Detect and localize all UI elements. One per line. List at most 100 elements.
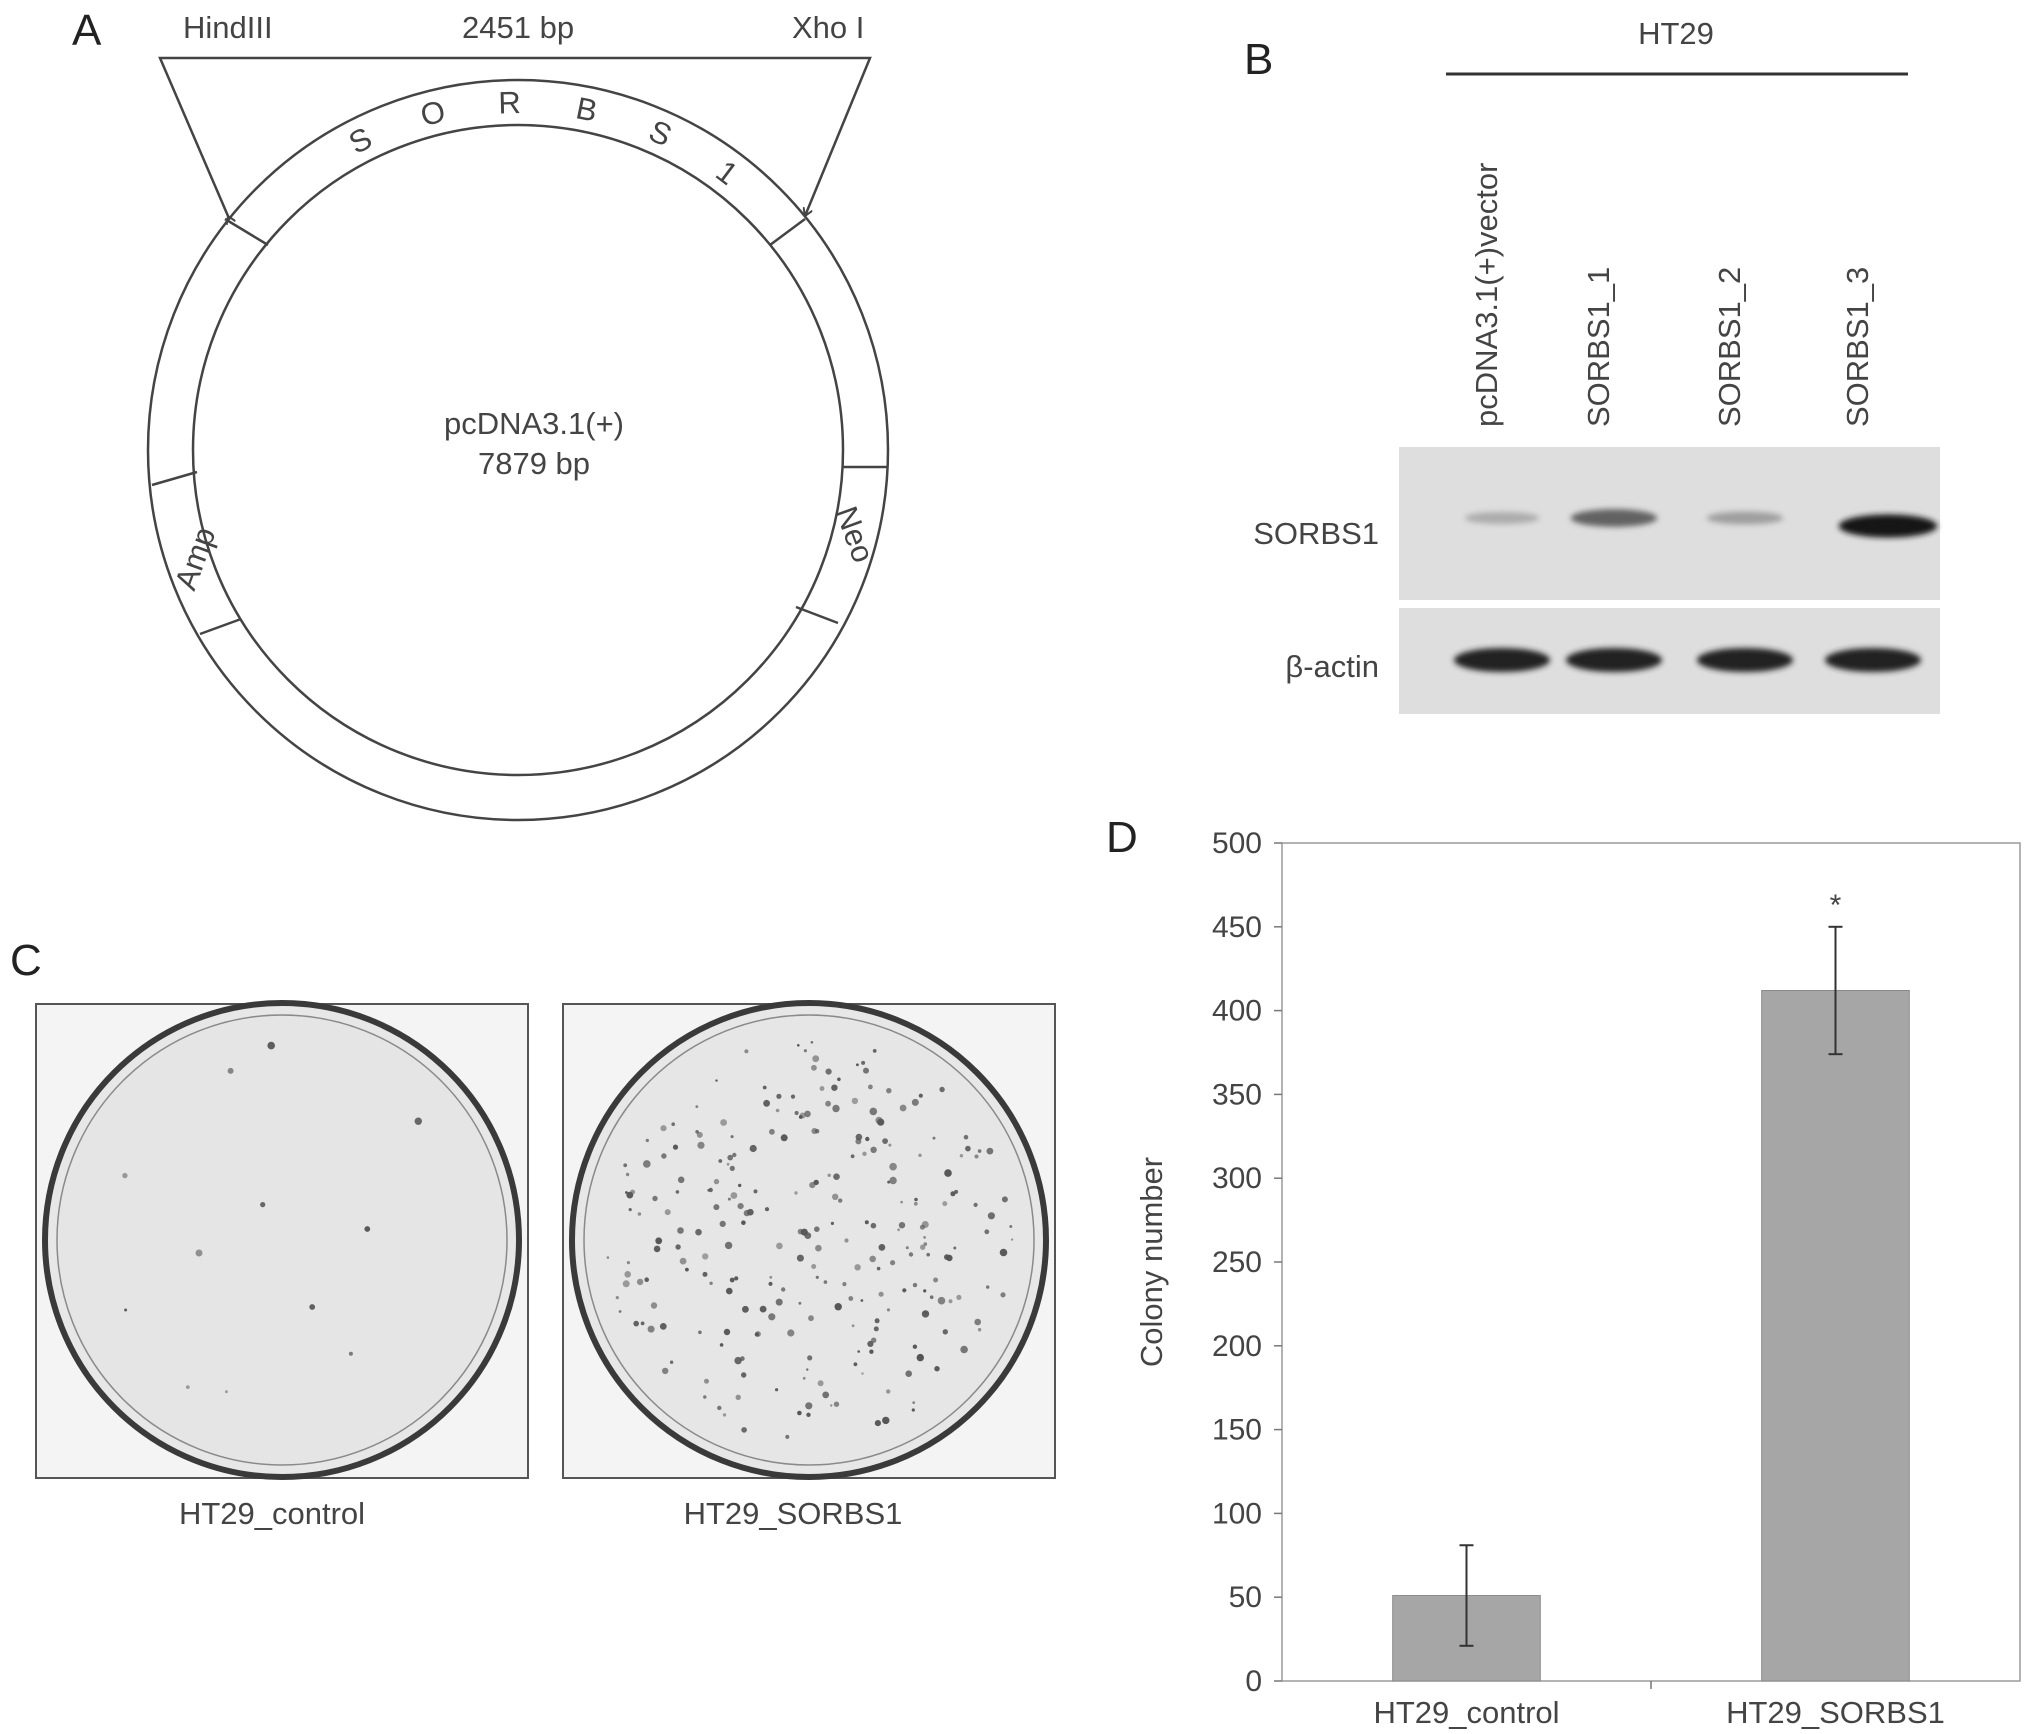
plate-dish-inner-control: [56, 1014, 508, 1466]
colony-dot: [882, 1416, 890, 1425]
colony-dot: [743, 1209, 751, 1217]
colony-dot: [806, 1412, 811, 1418]
colony-dot: [715, 1079, 718, 1082]
y-tick-label: 250: [1212, 1246, 1262, 1279]
colony-dot: [832, 1193, 839, 1201]
colony-dot: [999, 1248, 1008, 1257]
colony-dot: [877, 1118, 885, 1126]
colony-dot: [838, 1198, 843, 1203]
colony-dot: [808, 1315, 814, 1322]
panel-d-letter: D: [1106, 813, 1138, 862]
colony-dot: [890, 1260, 896, 1266]
colony-dot: [776, 1093, 782, 1099]
colony-dot: [869, 1349, 874, 1354]
colony-dot: [811, 1264, 817, 1269]
colony-dot: [260, 1202, 266, 1208]
colony-dot: [977, 1328, 982, 1332]
y-tick-label: 0: [1245, 1665, 1262, 1698]
colony-dot: [759, 1305, 767, 1313]
colony-dot: [804, 1110, 811, 1118]
lane-label: SORBS1_1: [1581, 267, 1616, 427]
colony-dot: [912, 1401, 916, 1404]
y-tick-label: 100: [1212, 1497, 1262, 1530]
colony-dot: [913, 1201, 918, 1206]
colony-dot: [899, 1104, 907, 1112]
colony-dot: [905, 1246, 909, 1250]
colony-dot: [655, 1237, 663, 1245]
plasmid-inner-ring: [191, 123, 845, 777]
colony-dot: [695, 1228, 702, 1236]
colony-dot: [124, 1308, 128, 1312]
colony-dot: [697, 1141, 705, 1149]
colony-dot: [754, 1332, 760, 1337]
colony-dot: [622, 1280, 630, 1288]
colony-dot: [912, 1282, 918, 1288]
colony-dot: [918, 1153, 922, 1158]
colony-dot: [633, 1320, 639, 1327]
blot-band: [1566, 648, 1662, 672]
colony-dot: [934, 1366, 940, 1372]
colony-dot: [887, 1180, 891, 1184]
colony-dot: [625, 1172, 630, 1177]
colony-dot: [727, 1154, 733, 1161]
colony-dot: [974, 1154, 979, 1159]
colony-dot: [741, 1372, 747, 1378]
y-tick-label: 300: [1212, 1162, 1262, 1195]
colony-dot: [185, 1385, 190, 1389]
colony-dot: [886, 1088, 892, 1094]
colony-dot: [797, 1044, 800, 1047]
colony-dot: [942, 1201, 948, 1207]
colony-dot: [908, 1252, 914, 1257]
colony-dot: [364, 1226, 371, 1232]
colony-dot: [933, 1277, 939, 1283]
colony-dot: [702, 1253, 709, 1260]
colony-dot: [764, 1207, 770, 1212]
colony-dot: [671, 1122, 675, 1126]
amp-boundary-bottom: [199, 617, 242, 636]
colony-dot: [912, 1344, 918, 1349]
colony-dot: [923, 1242, 928, 1246]
colony-dot: [707, 1188, 711, 1192]
colony-dot: [868, 1084, 873, 1090]
colony-dot: [807, 1355, 813, 1361]
colony-dot: [723, 1328, 731, 1336]
colony-dot: [898, 1222, 906, 1229]
colony-dot: [1001, 1196, 1008, 1203]
colony-dot: [675, 1244, 681, 1250]
colony-dot: [869, 1255, 876, 1263]
colony-dot: [702, 1271, 708, 1277]
colony-dot: [724, 1241, 733, 1250]
y-tick-label: 150: [1212, 1414, 1262, 1447]
colony-dot: [741, 1220, 746, 1225]
colony-dot: [719, 1343, 724, 1347]
colony-dot: [797, 1410, 802, 1416]
colony-dot: [769, 1128, 775, 1135]
colony-dot: [414, 1117, 422, 1125]
colony-dot: [986, 1285, 990, 1289]
lane-labels: pcDNA3.1(+)vector SORBS1_1 SORBS1_2 SORBS1_…: [1469, 163, 1875, 427]
colony-dot: [762, 1085, 767, 1090]
bar-chart: 0 50 100 150 200 250 300 350 400 450 500 HT29_contr…: [1212, 827, 1945, 1730]
colony-dot: [267, 1041, 276, 1050]
colony-dot: [606, 1256, 610, 1259]
colony-dot: [946, 1254, 953, 1262]
colony-dot: [768, 1281, 773, 1286]
colony-dot: [623, 1163, 628, 1168]
colony-dot: [864, 1220, 869, 1225]
blot-band: [1697, 648, 1793, 672]
colony-dot: [718, 1159, 723, 1163]
colony-dot: [889, 1176, 897, 1185]
blot-band: [1464, 511, 1540, 525]
insert-letter: S: [644, 113, 677, 153]
colony-dot: [729, 1165, 735, 1171]
colony-dot: [734, 1276, 739, 1281]
colony-dot: [763, 1099, 770, 1107]
colony-dot: [831, 1084, 838, 1091]
blot-band: [1825, 648, 1921, 672]
colony-dot: [813, 1179, 819, 1186]
colony-dot: [660, 1125, 667, 1132]
colony-dot: [738, 1183, 742, 1188]
lane-label: SORBS1_2: [1712, 267, 1747, 427]
insert-letter: 1: [710, 153, 745, 191]
